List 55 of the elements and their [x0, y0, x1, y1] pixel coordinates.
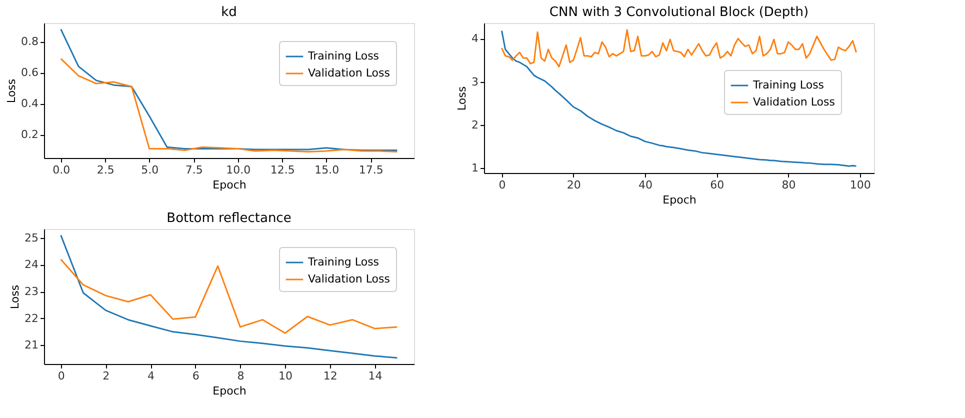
y-axis-title: Loss [5, 78, 18, 104]
x-axis-title: Epoch [212, 384, 246, 398]
x-tick-label: 60 [710, 178, 724, 192]
y-tick-label: 0.6 [21, 66, 38, 80]
x-tick-label: 5.0 [141, 164, 159, 176]
x-tick-label: 15.0 [314, 164, 340, 176]
x-tick-label: 8 [237, 370, 244, 382]
y-tick-label: 21 [24, 338, 38, 352]
chart-title: kd [221, 5, 237, 20]
x-tick-label: 0 [498, 178, 506, 192]
x-tick-label: 6 [192, 370, 200, 382]
legend-label: Validation Loss [753, 96, 836, 108]
y-axis-title: Loss [456, 86, 468, 111]
y-tick-label: 2 [472, 118, 478, 132]
x-tick-label: 100 [850, 178, 871, 192]
y-tick-label: 23 [24, 285, 38, 298]
x-tick-label: 0.0 [52, 164, 70, 176]
y-tick-label: 3 [472, 75, 478, 88]
x-tick-label: 40 [638, 178, 652, 192]
x-tick-label: 12.5 [270, 164, 295, 176]
y-tick-label: 25 [24, 231, 38, 244]
legend-label: Training Loss [752, 78, 824, 92]
line-series [60, 258, 398, 334]
y-axis-title: Loss [8, 284, 22, 310]
x-tick-label: 17.5 [358, 164, 384, 176]
y-tick-label: 22 [24, 312, 38, 325]
x-tick-label: 12 [323, 370, 338, 382]
chart-title: CNN with 3 Convolutional Block (Depth) [549, 5, 809, 20]
y-tick-label: 4 [472, 32, 478, 46]
y-tick-label: 0.4 [21, 97, 38, 110]
y-tick-label: 24 [24, 258, 38, 272]
x-tick-label: 4 [148, 370, 155, 382]
y-tick-label: 0.2 [21, 128, 38, 142]
x-tick-label: 0 [58, 370, 65, 382]
x-tick-label: 80 [782, 178, 796, 192]
chart-title: Bottom reflectance [166, 211, 292, 226]
y-tick-label: 0.8 [21, 35, 38, 48]
legend-label: Training Loss [307, 50, 380, 62]
x-tick-label: 10 [278, 370, 293, 382]
x-tick-label: 2 [102, 370, 110, 382]
legend-label: Validation Loss [308, 66, 390, 80]
x-tick-label: 10.0 [226, 164, 251, 176]
x-axis-title: Epoch [662, 194, 696, 206]
line-series [60, 234, 398, 359]
legend-label: Training Loss [307, 256, 380, 268]
y-tick-label: 1 [472, 162, 478, 175]
x-tick-label: 7.5 [185, 164, 203, 176]
line-series [60, 28, 398, 151]
x-axis-title: Epoch [212, 178, 246, 192]
legend-label: Validation Loss [308, 272, 390, 286]
line-series [500, 29, 858, 68]
x-tick-label: 20 [566, 178, 581, 192]
x-tick-label: 2.5 [96, 164, 114, 176]
x-tick-label: 14 [368, 370, 382, 382]
line-series [500, 30, 858, 167]
